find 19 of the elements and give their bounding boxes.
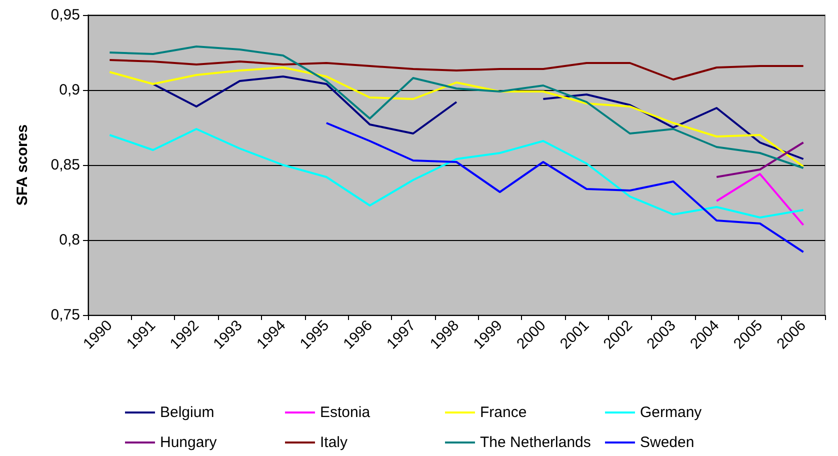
line-series xyxy=(108,128,804,218)
y-tick-label: 0,9 xyxy=(59,82,80,98)
legend-label: The Netherlands xyxy=(480,434,591,451)
legend-label: Sweden xyxy=(640,434,694,451)
line-series xyxy=(108,46,804,169)
y-tick-label: 0,85 xyxy=(50,156,80,174)
legend-label: Italy xyxy=(320,434,348,451)
line-series xyxy=(108,59,804,80)
line-series xyxy=(108,66,804,168)
legend-label: Hungary xyxy=(160,434,218,451)
legend-label: Germany xyxy=(640,404,702,421)
legend-label: France xyxy=(480,404,527,421)
legend-label: Estonia xyxy=(320,404,371,421)
y-tick-label: 0,75 xyxy=(50,306,80,324)
y-tick-label: 0,8 xyxy=(59,232,80,248)
line-series xyxy=(325,122,804,253)
legend-label: Belgium xyxy=(160,404,214,421)
y-axis-title: SFA scores xyxy=(14,124,31,206)
y-tick-label: 0,95 xyxy=(50,6,80,24)
